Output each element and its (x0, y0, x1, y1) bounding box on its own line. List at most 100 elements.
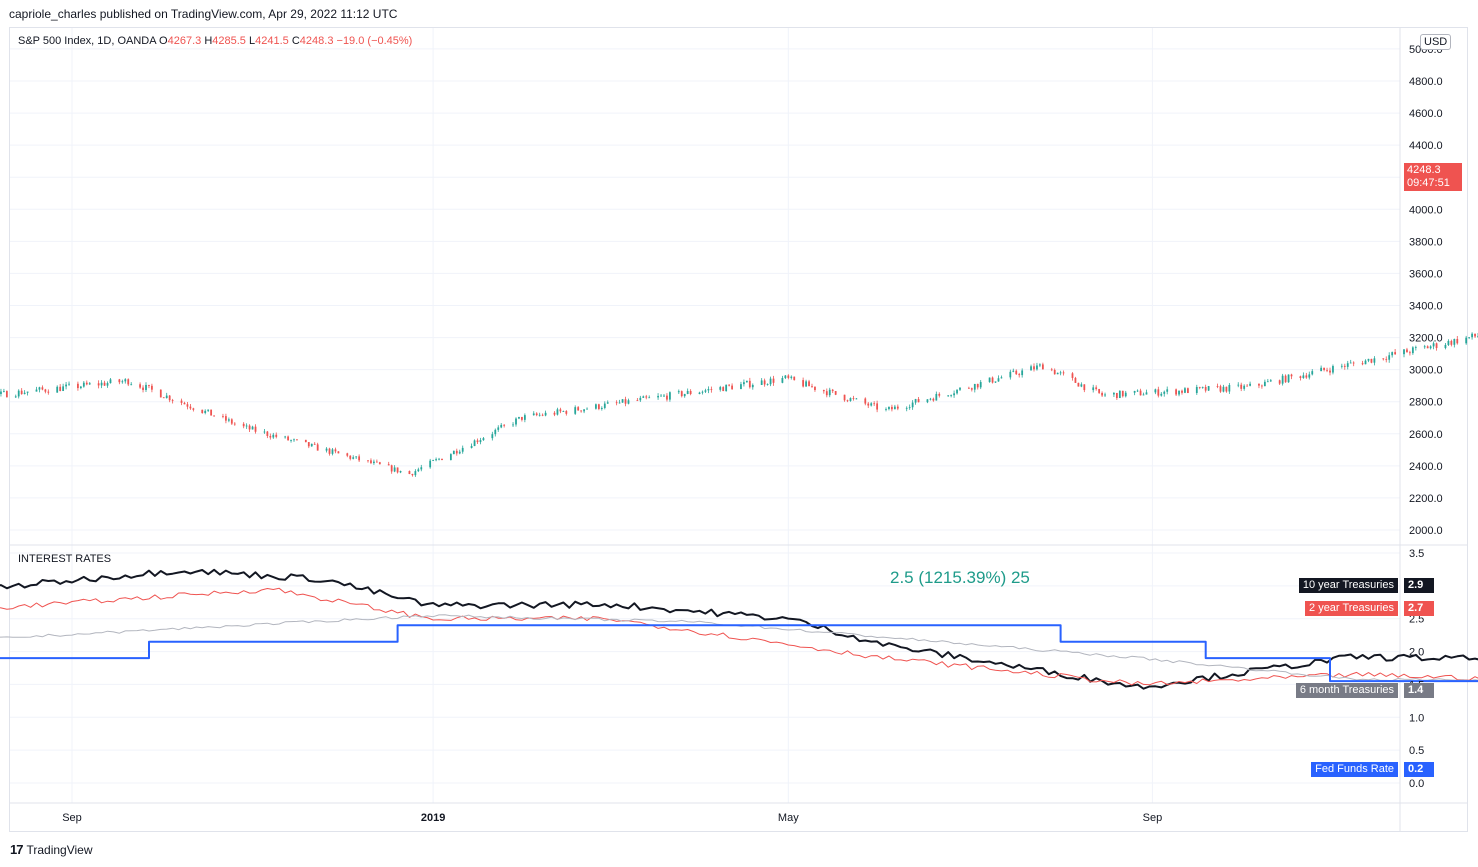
candle-body (642, 396, 645, 398)
candle-body (352, 457, 355, 459)
candle-body (1423, 346, 1426, 348)
candle-body (849, 398, 852, 402)
candle-body (14, 396, 17, 398)
candle-body (559, 409, 562, 412)
candle-body (106, 383, 109, 386)
series-line (0, 587, 1478, 686)
candle-body (296, 439, 298, 441)
candle-body (482, 438, 485, 441)
candle-body (88, 383, 91, 385)
candle-body (35, 389, 38, 392)
currency-button[interactable]: USD (1420, 34, 1452, 50)
candle-body (864, 398, 867, 404)
candle-body (976, 383, 979, 388)
candle-body (1367, 358, 1370, 361)
candle-body (991, 377, 994, 383)
candle-body (1207, 386, 1210, 391)
candle-body (1403, 349, 1405, 355)
price-tick-label: 3400.0 (1409, 301, 1443, 313)
candle-body (1305, 375, 1308, 378)
candle-body (1118, 390, 1121, 399)
candle-body (168, 395, 171, 401)
candle-body (293, 439, 295, 441)
candle-body (1012, 370, 1015, 372)
candle-body (1166, 389, 1169, 392)
candle-body (787, 375, 790, 378)
candle-body (751, 384, 754, 388)
brand-name: TradingView (26, 842, 93, 857)
candle-body (748, 380, 751, 388)
candle-body (316, 444, 319, 451)
candle-body (1187, 388, 1189, 393)
candle-body (680, 391, 683, 397)
candle-body (1426, 346, 1429, 349)
candle-body (1429, 346, 1432, 349)
candle-body (938, 393, 941, 396)
candle-body (515, 418, 517, 425)
price-tick-label: 4000.0 (1409, 204, 1443, 216)
candle-body (1474, 333, 1476, 337)
candle-body (1263, 381, 1266, 387)
candle-body (606, 402, 609, 404)
candle-body (358, 456, 361, 461)
candle-body (1036, 365, 1038, 370)
candle-body (1219, 386, 1222, 392)
candle-body (130, 384, 133, 386)
candle-body (677, 391, 680, 393)
time-tick-label: Sep (1143, 812, 1163, 824)
candle-body (103, 382, 106, 386)
candle-body (805, 381, 807, 387)
candle-body (1039, 364, 1041, 366)
candle-body (873, 403, 876, 405)
rate-tick-label: 2.5 (1409, 614, 1424, 626)
series-line (0, 624, 1478, 683)
candle-body (269, 435, 272, 438)
candle-body (1124, 392, 1127, 397)
chart-frame (9, 27, 1468, 832)
candle-body (159, 389, 162, 398)
candle-body (1287, 374, 1290, 383)
candle-body (420, 467, 423, 470)
candle-body (929, 398, 932, 400)
candle-body (1018, 374, 1021, 376)
price-axis: 2000.0 2200.0 2400.0 2600.0 2800.0 3000.0 3200… (1409, 44, 1443, 537)
candle-body (458, 451, 461, 454)
gridlines (10, 28, 1400, 803)
candle-body (885, 409, 887, 410)
candle-body (497, 427, 500, 430)
candle-body (1385, 359, 1388, 361)
candle-body (704, 390, 707, 392)
candle-body (349, 455, 352, 459)
candle-body (728, 384, 731, 386)
footer[interactable]: 17 TradingView (10, 842, 93, 857)
candle-body (461, 447, 464, 452)
candle-body (367, 460, 369, 462)
candle-body (595, 404, 597, 409)
candle-body (248, 425, 251, 430)
candle-body (1343, 365, 1346, 367)
candle-body (503, 424, 506, 426)
candle-body (5, 391, 8, 398)
series-name-tag: 2 year Treasuries (1305, 600, 1398, 616)
candle-body (956, 389, 958, 394)
candle-body (313, 443, 316, 445)
candle-body (1278, 380, 1281, 384)
candle-body (393, 467, 396, 472)
candle-body (784, 375, 787, 379)
candle-body (127, 379, 130, 385)
candle-body (263, 431, 266, 433)
candle-body (888, 406, 890, 410)
candle-body (346, 453, 349, 456)
candle-body (1308, 374, 1311, 378)
candle-body (266, 431, 269, 436)
candle-body (390, 465, 393, 472)
candle-body (139, 384, 141, 388)
candle-body (959, 387, 961, 390)
candle-body (432, 460, 435, 461)
candle-body (763, 380, 766, 385)
candle-body (893, 406, 896, 410)
candle-body (408, 471, 411, 474)
candle-body (310, 443, 313, 447)
last-price: 4248.3 (1407, 164, 1441, 176)
